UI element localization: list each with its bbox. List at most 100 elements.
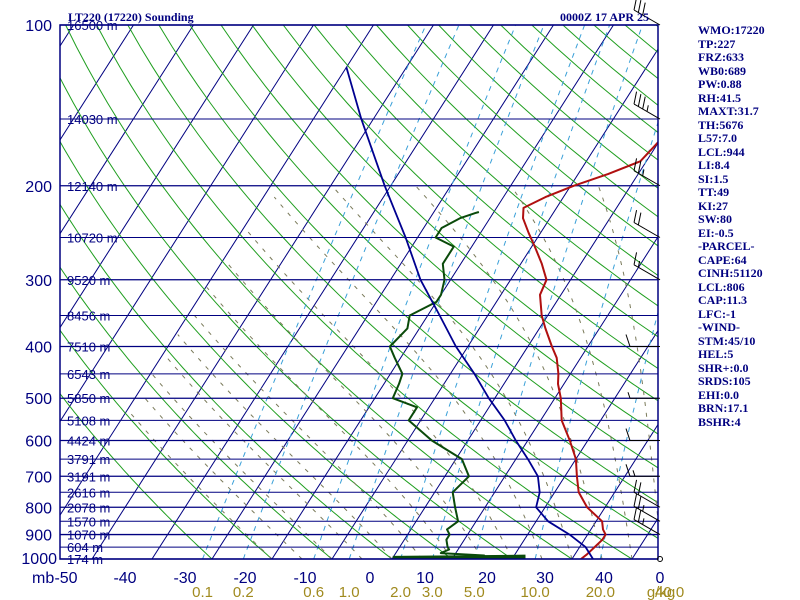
wind-barb-flag: [633, 479, 638, 493]
temperature-tick-label: 10: [416, 570, 434, 587]
stat-item: FRZ:633: [698, 50, 744, 64]
wind-barb: [625, 428, 660, 442]
isotherm: [391, 142, 658, 559]
wind-barb: [633, 158, 661, 187]
stat-item: TP:227: [698, 36, 736, 51]
pressure-label: 800: [25, 500, 52, 517]
wind-barb-flag: [637, 496, 642, 509]
moist-adiabat: [667, 186, 692, 559]
wind-barb: [633, 210, 661, 238]
mixing-ratio-line: [313, 25, 517, 559]
wind-barb: [627, 392, 660, 399]
temperature-tick-label: 20: [478, 570, 496, 587]
moist-adiabat: [151, 373, 333, 559]
mixing-ratio-units: g/kg: [647, 584, 675, 600]
pressure-label: 500: [25, 391, 52, 408]
wind-barb: [633, 0, 661, 26]
moist-adiabat: [227, 263, 483, 559]
mixing-ratio-line: [400, 25, 586, 559]
wind-barb: [633, 252, 661, 281]
wind-barb-half-flag: [632, 470, 636, 477]
stat-item: RH:41.5: [698, 90, 741, 105]
wind-barb-half-flag: [642, 505, 645, 512]
wind-barb: [633, 91, 661, 120]
wind-barb-flag: [642, 2, 646, 16]
stat-item: BSHR:4: [698, 414, 741, 429]
wind-barb-half-flag: [627, 392, 631, 399]
height-label: 174 m: [67, 552, 103, 567]
pressure-label: 1000: [21, 551, 57, 568]
height-label: 2078 m: [67, 500, 110, 515]
dry-adiabat: [593, 25, 658, 80]
height-label: 1570 m: [67, 514, 110, 529]
stat-item: SHR+:0.0: [698, 360, 749, 375]
wind-barb-flag: [633, 493, 638, 507]
stat-item: LCL:806: [698, 279, 745, 294]
isotherm: [60, 25, 314, 423]
stat-item: WMO:17220: [698, 23, 765, 37]
stat-item: CINH:51120: [698, 266, 763, 280]
mixing-ratio-label: 5.0: [464, 584, 485, 600]
wind-barb-flag: [625, 334, 631, 347]
temperature-tick-label: -30: [173, 570, 196, 587]
isotherm: [451, 235, 658, 559]
pressure-lines: [60, 24, 658, 560]
wind-barb: [625, 334, 660, 348]
stat-item: LCL:944: [698, 144, 745, 159]
temperature-tick-label: 40: [595, 570, 613, 587]
wind-barb-flag: [637, 212, 642, 226]
mixing-ratio-label: 0.1: [192, 584, 213, 600]
isotherm: [60, 25, 134, 141]
axis-labels: 0.1 0.2 0.6 1.0 2.0 3.0 5.0 10.0 20.0 40.02003004…: [21, 18, 684, 600]
time-title: 0000Z 17 APR 25: [560, 10, 649, 24]
wind-barb: [625, 464, 660, 477]
stat-item: WB0:689: [698, 63, 746, 78]
moist-adiabat: [597, 185, 658, 525]
height-label: 3791 m: [67, 452, 110, 467]
stat-item: -WIND-: [698, 320, 740, 334]
moist-adiabat: [510, 185, 633, 559]
stat-item: LFC:-1: [698, 306, 736, 321]
wind-barb-flag: [637, 0, 642, 13]
wind-barb: [633, 493, 661, 522]
mixing-ratio-label: 0.2: [233, 584, 254, 600]
wind-barb-flag: [637, 94, 642, 107]
isotherm: [151, 25, 494, 559]
temperature-tick-label: 30: [536, 570, 554, 587]
stat-item: HEL:5: [698, 347, 734, 361]
stat-item: STM:45/10: [698, 333, 756, 348]
wind-barb-flag: [633, 252, 638, 265]
mixing-ratio-label: 2.0: [390, 584, 411, 600]
wind-barb-flag: [633, 91, 638, 105]
wind-barb-half-flag: [637, 260, 641, 268]
moist-adiabat: [331, 185, 573, 559]
dry-adiabat: [60, 203, 393, 559]
wind-barb-calm: [657, 556, 663, 562]
stat-item: TT:49: [698, 185, 730, 199]
wind-barb-half-flag: [642, 169, 645, 176]
height-label: 5108 m: [67, 413, 110, 428]
isotherm: [60, 25, 194, 235]
pressure-label: 300: [25, 273, 52, 290]
mixing-ratio-line: [348, 25, 545, 559]
stat-item: SW:80: [698, 212, 733, 226]
height-label: 6543 m: [67, 367, 110, 382]
moist-adiabat: [273, 196, 543, 559]
height-label: 5850 m: [67, 391, 110, 406]
moist-adiabat: [177, 334, 393, 559]
height-label: 8456 m: [67, 309, 110, 324]
isotherm: [211, 25, 554, 559]
pressure-label: 200: [25, 179, 52, 196]
plot-frame: [59, 24, 659, 560]
wind-barb: [633, 507, 661, 535]
pressure-units-label: mb: [32, 570, 54, 587]
mixing-ratio-line: [534, 120, 658, 559]
pressure-label: 400: [25, 340, 52, 357]
stats-panel: WMO:17220 TP:227 FRZ:633 WB0:689 PW:0.88 RH:4…: [698, 23, 765, 429]
moist-adiabat: [244, 227, 513, 559]
height-label: 4424 m: [67, 434, 110, 449]
wind-barb-flag: [633, 507, 638, 520]
moist-adiabat: [206, 287, 453, 559]
height-label: 10720 m: [67, 230, 118, 245]
